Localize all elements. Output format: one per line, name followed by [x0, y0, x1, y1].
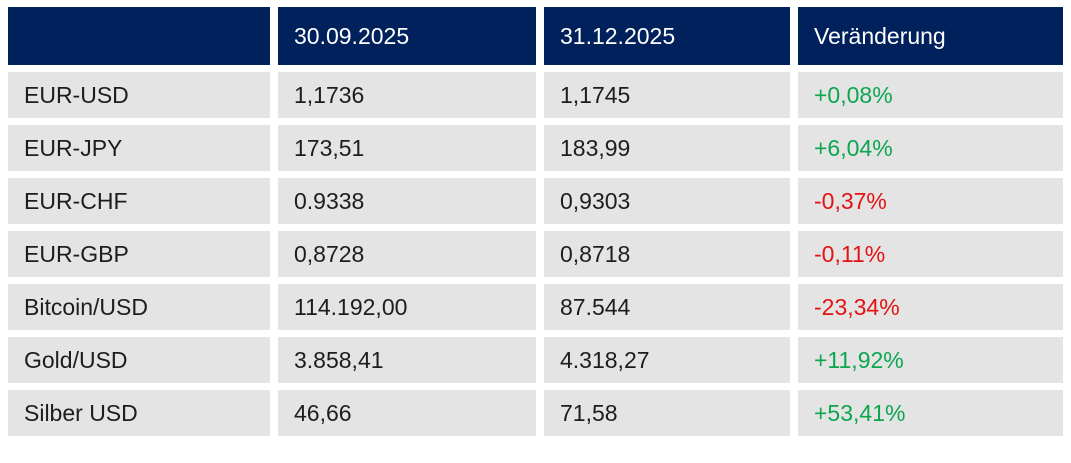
instrument-label: EUR-GBP	[8, 231, 270, 277]
value-date-1: 0,8728	[278, 231, 536, 277]
change-value: +53,41%	[798, 390, 1063, 436]
instrument-label: EUR-JPY	[8, 125, 270, 171]
value-date-1: 114.192,00	[278, 284, 536, 330]
instrument-label: Gold/USD	[8, 337, 270, 383]
value-date-1: 1,1736	[278, 72, 536, 118]
table-row: EUR-GBP 0,8728 0,8718 -0,11%	[8, 231, 1063, 277]
header-col-date-1: 30.09.2025	[278, 7, 536, 65]
value-date-2: 0,8718	[544, 231, 790, 277]
header-corner-cell	[8, 7, 270, 65]
value-date-2: 71,58	[544, 390, 790, 436]
value-date-2: 1,1745	[544, 72, 790, 118]
value-date-2: 0,9303	[544, 178, 790, 224]
change-value: +0,08%	[798, 72, 1063, 118]
header-col-date-2: 31.12.2025	[544, 7, 790, 65]
table-row: Silber USD 46,66 71,58 +53,41%	[8, 390, 1063, 436]
table-row: EUR-JPY 173,51 183,99 +6,04%	[8, 125, 1063, 171]
table-row: EUR-USD 1,1736 1,1745 +0,08%	[8, 72, 1063, 118]
change-value: -23,34%	[798, 284, 1063, 330]
header-row: 30.09.2025 31.12.2025 Veränderung	[8, 7, 1063, 65]
change-value: +6,04%	[798, 125, 1063, 171]
table-row: EUR-CHF 0.9338 0,9303 -0,37%	[8, 178, 1063, 224]
market-data-table: 30.09.2025 31.12.2025 Veränderung EUR-US…	[8, 7, 1063, 436]
instrument-label: Bitcoin/USD	[8, 284, 270, 330]
value-date-2: 183,99	[544, 125, 790, 171]
change-value: -0,11%	[798, 231, 1063, 277]
value-date-1: 0.9338	[278, 178, 536, 224]
instrument-label: EUR-USD	[8, 72, 270, 118]
table-row: Gold/USD 3.858,41 4.318,27 +11,92%	[8, 337, 1063, 383]
value-date-1: 46,66	[278, 390, 536, 436]
instrument-label: Silber USD	[8, 390, 270, 436]
change-value: -0,37%	[798, 178, 1063, 224]
value-date-2: 87.544	[544, 284, 790, 330]
value-date-1: 173,51	[278, 125, 536, 171]
value-date-1: 3.858,41	[278, 337, 536, 383]
header-col-change: Veränderung	[798, 7, 1063, 65]
change-value: +11,92%	[798, 337, 1063, 383]
value-date-2: 4.318,27	[544, 337, 790, 383]
table-row: Bitcoin/USD 114.192,00 87.544 -23,34%	[8, 284, 1063, 330]
table-body: EUR-USD 1,1736 1,1745 +0,08% EUR-JPY 173…	[8, 72, 1063, 436]
instrument-label: EUR-CHF	[8, 178, 270, 224]
